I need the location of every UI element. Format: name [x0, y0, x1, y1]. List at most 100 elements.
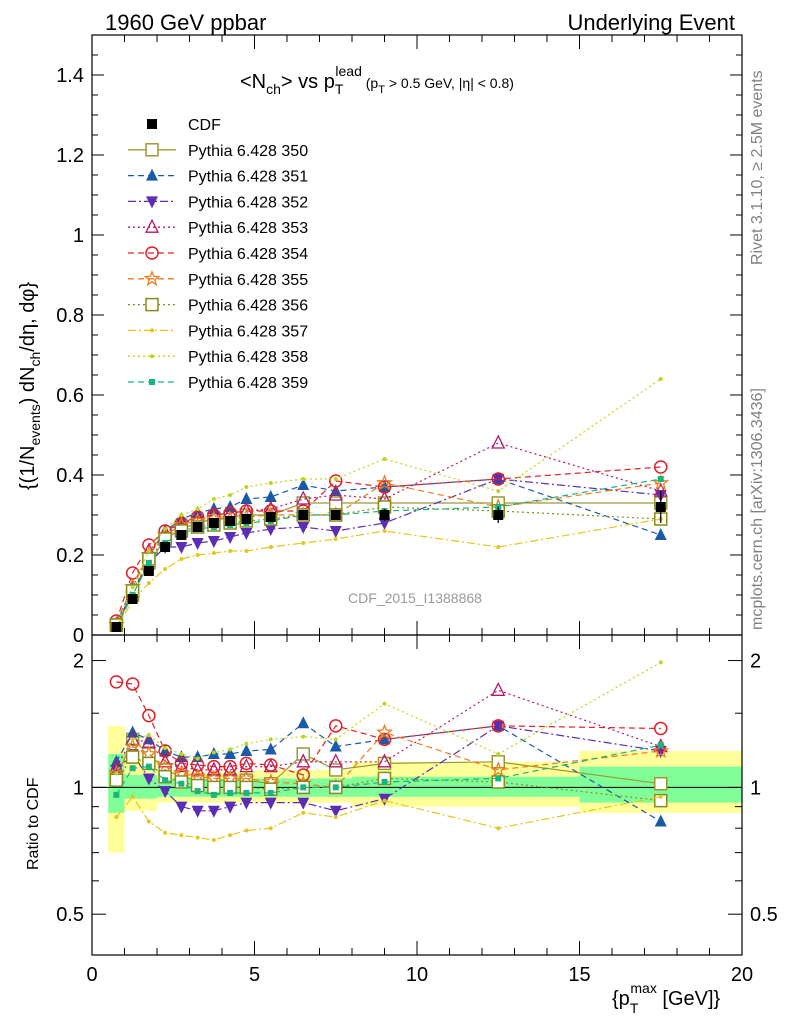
series-9-line	[115, 478, 661, 628]
series-9-point-14	[657, 476, 664, 482]
series-2-point-9	[264, 524, 277, 536]
ratio-series-4-point-14	[654, 721, 668, 736]
ratio-series-7-point-11	[333, 815, 338, 820]
ratio-series-5-point-13	[489, 761, 507, 778]
ratio-series-4-point-3	[158, 744, 172, 758]
legend-marker-5	[143, 270, 161, 286]
ratio-series-9	[113, 742, 664, 798]
series-1-point-10	[297, 478, 310, 490]
ratio-series-8-point-1	[130, 737, 135, 742]
ratio-ytick-label-right-2: 2	[750, 651, 761, 673]
series-5-point-12	[376, 474, 393, 491]
series-7-point-5	[195, 553, 200, 557]
legend-marker-6	[145, 297, 159, 312]
x-axis-label: {pTmax [GeV]}	[612, 980, 721, 1016]
series-8-point-12	[382, 457, 387, 461]
xtick-label-2: 10	[406, 964, 428, 986]
ratio-series-7-point-7	[228, 833, 233, 838]
ratio-series-9-point-13	[495, 775, 502, 782]
legend-entry-5: Pythia 6.428 355	[128, 270, 308, 289]
ratio-series-9-point-14	[657, 742, 664, 749]
legend-marker-9	[149, 379, 155, 385]
ratio-series-7-point-2	[146, 819, 151, 824]
ratio-series-8-point-8	[244, 741, 249, 746]
ratio-series-8-point-3	[163, 746, 168, 751]
xtick-label-3: 15	[568, 964, 590, 986]
ratio-series-7-point-13	[496, 826, 501, 831]
header-right-label: Underlying Event	[567, 10, 735, 35]
series-8-point-1	[130, 585, 135, 589]
series-8-point-2	[146, 549, 151, 553]
cdf-point-5	[192, 522, 203, 532]
legend-marker-1	[146, 168, 158, 181]
ratio-series-8-point-0	[114, 771, 119, 776]
ratio-series-8	[114, 660, 663, 776]
ratio-series-8-line	[115, 661, 662, 774]
series-2-point-4	[175, 542, 188, 554]
ratio-series-9-point-4	[178, 780, 185, 787]
main-ytick-label-6: 1.2	[56, 145, 84, 167]
legend-label-5: Pythia 6.428 355	[188, 272, 308, 289]
legend: CDF Pythia 6.428 350 Pythia 6.428 351 Pythi…	[128, 117, 308, 392]
legend-label-1: Pythia 6.428 351	[188, 169, 308, 186]
series-7-point-12	[382, 529, 387, 533]
legend-label-8: Pythia 6.428 358	[188, 349, 308, 366]
cdf-point-6	[208, 518, 219, 528]
ratio-series-8-point-7	[228, 747, 233, 752]
series-4-point-12	[377, 480, 392, 494]
main-ytick-label-5: 1	[73, 225, 84, 247]
legend-label-0: Pythia 6.428 350	[188, 143, 308, 160]
ratio-series-6-point-0	[109, 773, 124, 787]
ratio-series-4-point-13	[491, 719, 505, 733]
cdf-point-2	[143, 566, 154, 576]
ratio-series-4-point-2	[142, 708, 156, 723]
ratio-series-7-point-6	[211, 838, 216, 843]
main-panel: 0 0.2 0.4 0.6 0.8 1 1.2 1.4 CDF Pythia 6.428 350 P…	[56, 34, 743, 647]
series-7-point-7	[228, 549, 233, 553]
series-8-point-3	[163, 527, 168, 531]
ratio-series-2-point-7	[224, 801, 237, 814]
ratio-series-7-point-5	[195, 835, 200, 840]
ratio-series-8-point-6	[211, 750, 216, 755]
series-3-point-13	[491, 434, 506, 449]
main-ytick-label-4: 0.8	[56, 305, 84, 327]
ratio-series-3-point-4	[174, 758, 189, 773]
ratio-series-2-point-4	[175, 801, 188, 814]
ratio-series-8-point-13	[496, 752, 501, 757]
ratio-series-6-point-6	[207, 780, 221, 795]
legend-entry-2: Pythia 6.428 352	[128, 194, 308, 211]
ratio-series-7-point-0	[114, 815, 119, 820]
ratio-series-8-point-11	[333, 737, 338, 742]
ratio-series-1-point-7	[224, 747, 237, 760]
legend-entry-8: Pythia 6.428 358	[128, 349, 308, 366]
series-7	[114, 517, 663, 629]
ratio-series-1-point-8	[240, 743, 253, 756]
ratio-series-9-point-7	[227, 789, 234, 796]
main-ytick-label-3: 0.6	[56, 385, 84, 407]
legend-marker-2	[146, 196, 158, 209]
ratio-series-9-point-6	[210, 791, 217, 798]
series-8-point-6	[211, 497, 216, 501]
series-8	[114, 377, 663, 627]
series-2-point-13	[492, 474, 505, 486]
ratio-series-9-point-10	[300, 784, 307, 791]
ratio-series-2-point-5	[191, 805, 204, 818]
ratio-series-3-point-5	[190, 761, 205, 776]
ratio-series-0-point-11	[329, 763, 343, 777]
series-8-point-7	[228, 493, 233, 497]
series-2-point-11	[329, 526, 342, 538]
ratio-series-7-point-3	[163, 830, 168, 835]
main-ytick-label-2: 0.4	[56, 465, 84, 487]
ratio-series-3-point-3	[158, 753, 173, 768]
ratio-series-1-point-10	[297, 716, 310, 729]
ratio-series-3-point-10	[296, 753, 311, 768]
legend-marker-cdf	[147, 119, 157, 129]
series-7-point-4	[179, 557, 184, 561]
ratio-series-2-point-2	[142, 773, 155, 786]
ratio-series-5-point-3	[156, 757, 174, 774]
ratio-series-1-line	[115, 722, 662, 823]
ratio-series-4-line	[116, 681, 661, 776]
ratio-ytick-label-right-0: 0.5	[750, 904, 778, 926]
series-8-point-13	[496, 489, 501, 493]
